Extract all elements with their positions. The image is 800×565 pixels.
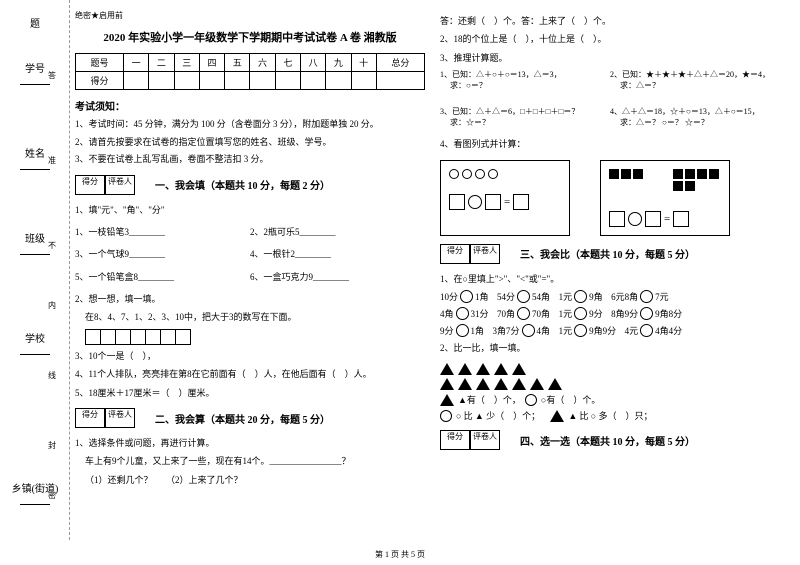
r-q3: 3、推理计算题。	[440, 51, 790, 65]
q2: 2、想一想，填一填。	[75, 292, 425, 306]
q1-4: 4、一根针2________	[250, 247, 425, 261]
notice-2: 2、请首先按要求在试卷的指定位置填写您的姓名、班级、学号。	[75, 136, 425, 150]
mark-nei: 内	[48, 300, 56, 311]
answer-boxes	[85, 329, 425, 345]
score-table: 题号一二三四五六七八九十总分 得分	[75, 53, 425, 90]
mark-xian: 线	[48, 370, 56, 381]
section-3-header: 得分评卷人 三、我会比（本题共 10 分，每题 5 分）	[440, 244, 790, 264]
right-column: 答：还剩（ ）个。答：上来了（ ）个。 2、18的个位上是（ ），十位上是（ ）…	[440, 10, 790, 491]
s2-q1-sub: （1）还剩几个？ （2）上来了几个？	[85, 473, 425, 487]
notice-1: 1、考试时间：45 分钟，满分为 100 分（含卷面分 3 分），附加题单独 2…	[75, 118, 425, 132]
mark-bu: 不	[48, 240, 56, 251]
section-1-header: 得分评卷人 一、我会填（本题共 10 分，每题 2 分）	[75, 175, 425, 195]
q4: 4、11个人排队，亮亮排在第8在它前面有（ ）人，在他后面有（ ）人。	[75, 367, 425, 381]
exam-title: 2020 年实验小学一年级数学下学期期中考试试卷 A 卷 湘教版	[75, 29, 425, 45]
sidebar-xuexiao: 学校	[10, 330, 60, 358]
binding-sidebar: 题 学号 姓名 班级 学校 乡镇(街道) 答 准 不 内 线 封 密	[0, 0, 70, 540]
reasoning-block: 1、已知：△＋○＋○＝13，△＝3，求：○＝？ 2、已知：★＋★＋★＋△＋△＝2…	[440, 69, 790, 133]
s2-q1-text: 车上有9个儿童，又上来了一些，现在有14个。________________？	[85, 454, 425, 468]
cmp-q1: 1、在○里填上">"、"<"或"="。	[440, 272, 790, 286]
cmp-row-3: 9分1角 3角7分4角 1元9角9分 4元4角4分	[440, 324, 790, 337]
cmp-row-2: 4角31分 70角70角 1元9分 8角9分9角8分	[440, 307, 790, 320]
q1-3: 3、一个气球9________	[75, 247, 250, 261]
mark-mi: 密	[48, 490, 56, 501]
triangle-diagram: ▲有（ ）个，○有（ ）个。 ○ 比 ▲ 少（ ）个； ▲ 比 ○ 多（ ）只；	[440, 363, 790, 422]
diagram-circles: =	[440, 160, 570, 236]
section-4-header: 得分评卷人 四、选一选（本题共 10 分，每题 5 分）	[440, 430, 790, 450]
r-ans: 答：还剩（ ）个。答：上来了（ ）个。	[440, 14, 790, 28]
q1-6: 6、一盒巧克力9________	[250, 270, 425, 284]
sidebar-top: 题	[10, 15, 60, 30]
q1-1: 1、一枝铅笔3________	[75, 225, 250, 239]
q1-intro: 1、填"元"、"角"、"分"	[75, 203, 425, 217]
main-content: 绝密★启用前 2020 年实验小学一年级数学下学期期中考试试卷 A 卷 湘教版 …	[75, 10, 795, 491]
q2-sub: 在8、4、7、1、2、3、10中，把大于3的数写在下面。	[85, 310, 425, 324]
mark-feng: 封	[48, 440, 56, 451]
diagram-row: = =	[440, 160, 790, 236]
mark-zhun: 准	[48, 155, 56, 166]
q1-2: 2、2瓶可乐5________	[250, 225, 425, 239]
q5: 5、18厘米＋17厘米＝（ ）厘米。	[75, 386, 425, 400]
q1-5: 5、一个铅笔盒8________	[75, 270, 250, 284]
mark-da: 答	[48, 70, 56, 81]
cmp-row-1: 10分1角 54分54角 1元9角 6元8角7元	[440, 290, 790, 303]
page-footer: 第 1 页 共 5 页	[0, 549, 800, 560]
r-q4: 4、看图列式并计算：	[440, 137, 790, 151]
q3: 3、10个一是（ ），	[75, 349, 425, 363]
diagram-squares: =	[600, 160, 730, 236]
s2-q1: 1、选择条件或问题，再进行计算。	[75, 436, 425, 450]
r-q2: 2、18的个位上是（ ），十位上是（ ）。	[440, 32, 790, 46]
notice-title: 考试须知：	[75, 98, 425, 113]
cmp-q2: 2、比一比，填一填。	[440, 341, 790, 355]
left-column: 绝密★启用前 2020 年实验小学一年级数学下学期期中考试试卷 A 卷 湘教版 …	[75, 10, 425, 491]
secret-label: 绝密★启用前	[75, 10, 425, 21]
notice-3: 3、不要在试卷上乱写乱画，卷面不整洁扣 3 分。	[75, 153, 425, 167]
section-2-header: 得分评卷人 二、我会算（本题共 20 分，每题 5 分）	[75, 408, 425, 428]
